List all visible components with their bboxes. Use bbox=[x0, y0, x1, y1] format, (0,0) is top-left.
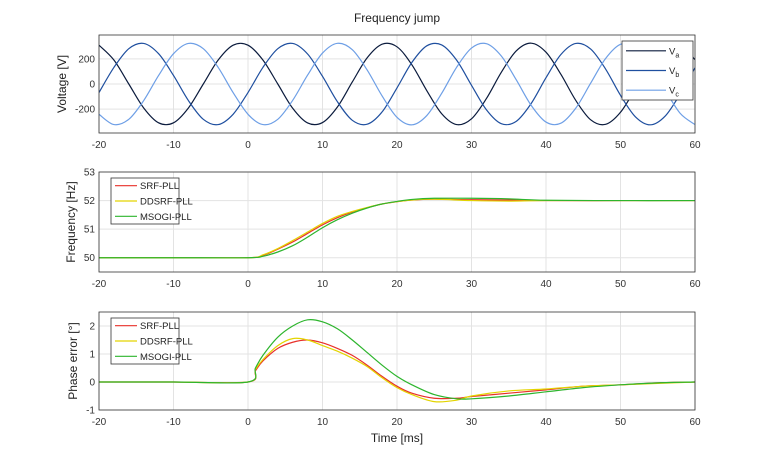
y-axis-label: Voltage [V] bbox=[55, 55, 69, 113]
legend: SRF-PLL DDSRF-PLL MSOGI-PLL bbox=[110, 317, 193, 365]
series-line-srf-pll bbox=[99, 339, 695, 400]
axes-box bbox=[98, 34, 696, 134]
series-line-ddsrf-pll bbox=[99, 198, 695, 259]
y-tick-label: 51 bbox=[84, 225, 96, 236]
x-tick-label: 30 bbox=[466, 417, 478, 428]
x-tick-label: 20 bbox=[391, 279, 403, 290]
y-axis-label: Phase error [°] bbox=[66, 322, 80, 400]
y-tick-label: 200 bbox=[78, 54, 95, 65]
axes-box bbox=[98, 171, 696, 273]
legend-label: Vc bbox=[669, 86, 679, 99]
series-line-ddsrf-pll bbox=[99, 337, 695, 403]
series-line-vb bbox=[99, 42, 695, 126]
legend-label: DDSRF-PLL bbox=[140, 197, 193, 208]
x-tick-label: 10 bbox=[317, 417, 329, 428]
y-tick-label: 0 bbox=[89, 80, 95, 91]
x-tick-label: 50 bbox=[615, 279, 627, 290]
x-tick-label: 10 bbox=[317, 140, 329, 151]
y-tick-label: 50 bbox=[84, 253, 96, 264]
y-tick-label: 1 bbox=[89, 350, 95, 361]
y-tick-label: 52 bbox=[84, 196, 96, 207]
legend-label-sub: c bbox=[675, 92, 679, 99]
x-tick-label: 50 bbox=[615, 140, 627, 151]
x-tick-label: 60 bbox=[689, 279, 701, 290]
legend-label: Vb bbox=[669, 66, 679, 79]
legend-label: SRF-PLL bbox=[140, 181, 179, 192]
legend: SRF-PLL DDSRF-PLL MSOGI-PLL bbox=[110, 177, 193, 225]
y-tick-label: -1 bbox=[86, 406, 95, 417]
x-tick-label: 0 bbox=[245, 279, 251, 290]
legend-label-main: V bbox=[669, 66, 676, 77]
x-tick-label: -10 bbox=[166, 279, 181, 290]
series-line-msogi-pll bbox=[99, 319, 695, 400]
x-tick-label: 20 bbox=[391, 140, 403, 151]
x-tick-label: 0 bbox=[245, 417, 251, 428]
x-tick-label: -20 bbox=[92, 140, 107, 151]
voltage-panel: -20 -10 0 10 20 30 40 50 60 -200 0 200 Voltage [V] Va… bbox=[55, 34, 701, 151]
y-tick-label: 2 bbox=[89, 322, 95, 333]
legend-label-sub: b bbox=[675, 72, 679, 79]
series-line-va bbox=[99, 42, 695, 126]
x-tick-label: 30 bbox=[466, 279, 478, 290]
x-tick-label: 10 bbox=[317, 279, 329, 290]
x-tick-label: 30 bbox=[466, 140, 478, 151]
legend-label: SRF-PLL bbox=[140, 321, 179, 332]
y-axis-label: Frequency [Hz] bbox=[64, 181, 78, 262]
x-tick-label: 40 bbox=[540, 279, 552, 290]
chart-title: Frequency jump bbox=[354, 11, 440, 25]
frequency-panel: -20 -10 0 10 20 30 40 50 60 50 51 52 53 Frequency [Hz… bbox=[64, 168, 701, 291]
x-tick-label: 40 bbox=[540, 417, 552, 428]
legend-label-sub: a bbox=[675, 52, 679, 59]
series-line-msogi-pll bbox=[99, 197, 695, 259]
x-tick-label: 60 bbox=[689, 417, 701, 428]
x-tick-label: 60 bbox=[689, 140, 701, 151]
legend-label-main: V bbox=[669, 46, 676, 57]
x-tick-label: 50 bbox=[615, 417, 627, 428]
legend-label: Va bbox=[669, 46, 679, 59]
legend-label: MSOGI-PLL bbox=[140, 352, 192, 363]
x-tick-label: 20 bbox=[391, 417, 403, 428]
legend-label-main: V bbox=[669, 86, 676, 97]
x-tick-label: 40 bbox=[540, 140, 552, 151]
x-tick-label: -10 bbox=[166, 417, 181, 428]
x-tick-label: -10 bbox=[166, 140, 181, 151]
legend-label: MSOGI-PLL bbox=[140, 212, 192, 223]
x-tick-label: -20 bbox=[92, 279, 107, 290]
x-tick-label: 0 bbox=[245, 140, 251, 151]
x-axis-label: Time [ms] bbox=[371, 431, 423, 445]
y-tick-label: 0 bbox=[89, 378, 95, 389]
x-tick-label: -20 bbox=[92, 417, 107, 428]
y-tick-label: 53 bbox=[84, 168, 96, 179]
y-tick-label: -200 bbox=[75, 105, 95, 116]
legend-label: DDSRF-PLL bbox=[140, 337, 193, 348]
axes-box bbox=[98, 311, 696, 411]
series-line-vc bbox=[99, 42, 695, 126]
